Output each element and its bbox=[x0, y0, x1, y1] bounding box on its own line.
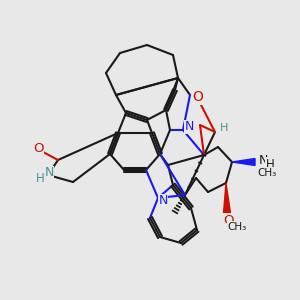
Polygon shape bbox=[232, 158, 255, 166]
Text: H: H bbox=[220, 123, 228, 133]
Text: N: N bbox=[158, 194, 168, 208]
Text: N: N bbox=[184, 121, 194, 134]
Text: N: N bbox=[259, 154, 268, 167]
Text: H: H bbox=[266, 158, 275, 170]
Text: CH₃: CH₃ bbox=[227, 222, 247, 232]
Text: H: H bbox=[36, 172, 44, 184]
Text: CH₃: CH₃ bbox=[257, 168, 276, 178]
Text: O: O bbox=[33, 142, 43, 154]
Polygon shape bbox=[224, 183, 230, 213]
Text: N: N bbox=[44, 167, 54, 179]
Text: O: O bbox=[193, 90, 203, 104]
Text: O: O bbox=[223, 214, 233, 226]
